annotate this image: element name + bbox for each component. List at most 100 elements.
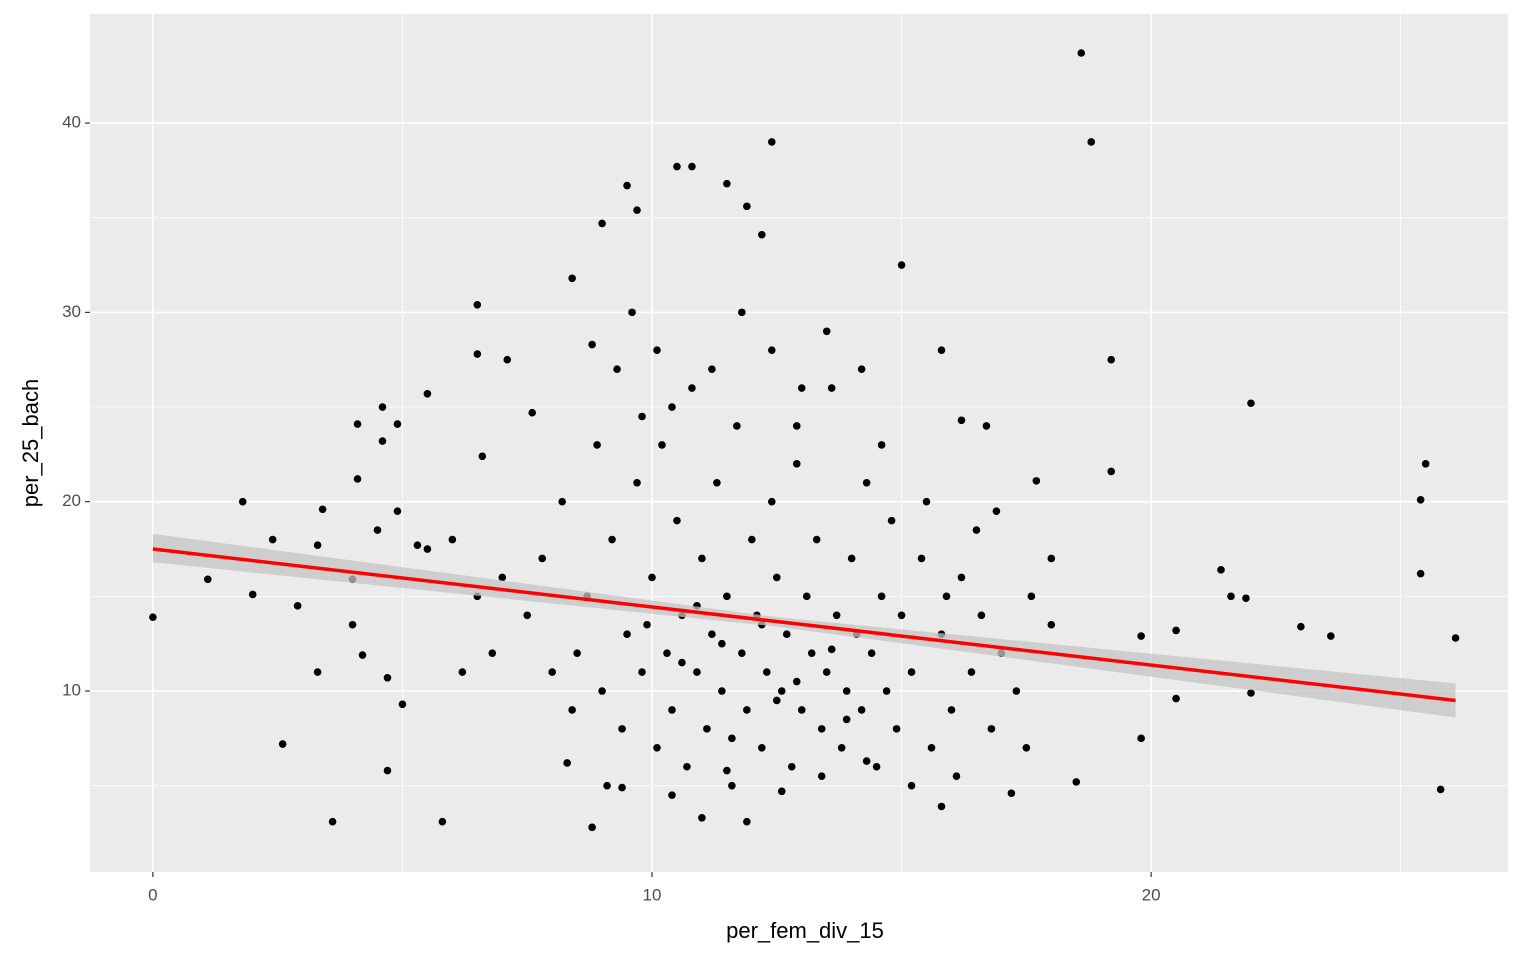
point [982,422,991,430]
point [293,602,302,610]
point [1047,554,1056,563]
point [777,687,786,695]
point [827,645,836,654]
point [728,781,736,790]
point [822,327,831,336]
point [613,365,621,373]
point [763,668,771,676]
point [528,408,537,417]
point [922,497,931,506]
x-tick-label: 20 [1142,885,1161,904]
point [743,817,751,826]
point [842,687,851,695]
point [478,452,487,461]
point [887,516,896,525]
point [797,384,806,392]
point [738,649,746,657]
point [678,658,686,667]
point [693,668,701,676]
point [393,507,402,515]
point [728,734,736,743]
point [967,668,976,676]
point [663,649,671,657]
point [618,783,626,792]
point [1416,495,1425,504]
point [623,630,631,639]
point [488,649,497,657]
y-axis-title: per_25_bach [18,379,43,507]
point [957,416,966,425]
point [723,766,731,775]
point [877,592,886,601]
point [698,554,706,563]
y-tick-label: 30 [62,302,81,321]
point [598,219,606,228]
point [917,554,926,563]
point [598,687,606,695]
point [438,817,447,826]
point [603,781,611,790]
point [927,744,936,752]
point [423,545,432,553]
point [1247,399,1255,408]
point [633,206,641,214]
point [718,639,726,648]
point [473,350,482,358]
point [857,365,866,373]
point [673,162,681,171]
point [807,649,816,657]
point [907,781,916,790]
point [328,817,337,826]
x-axis-title: per_fem_div_15 [726,918,884,943]
point [1007,789,1016,798]
point [373,526,382,534]
point [817,725,826,733]
point [203,575,212,584]
point [782,630,791,639]
x-tick-label: 10 [643,885,662,904]
point [832,611,841,620]
point [623,181,631,190]
point [628,308,636,317]
point [847,554,856,563]
point [1297,622,1305,631]
point [713,478,721,487]
point [1242,594,1250,603]
point [638,668,646,676]
point [947,706,956,714]
point [1227,592,1235,601]
point [907,668,916,676]
point [383,766,392,775]
point [278,740,287,748]
point [937,346,946,355]
point [149,613,157,621]
point [633,478,641,487]
point [723,592,731,601]
point [767,497,776,506]
point [1137,734,1145,743]
point [942,592,951,601]
point [777,787,786,796]
point [792,422,801,430]
point [608,535,616,544]
point [653,346,661,355]
point [772,696,781,705]
point [503,355,512,364]
point [977,611,986,620]
point [892,725,901,733]
point [937,802,946,811]
point [358,651,367,659]
point [882,687,891,695]
point [1451,634,1460,642]
point [383,673,392,682]
point [653,744,661,752]
point [1172,626,1180,635]
point [683,762,691,771]
point [822,668,831,676]
point [723,179,731,188]
point [792,460,801,468]
point [1172,694,1180,703]
point [688,384,696,392]
